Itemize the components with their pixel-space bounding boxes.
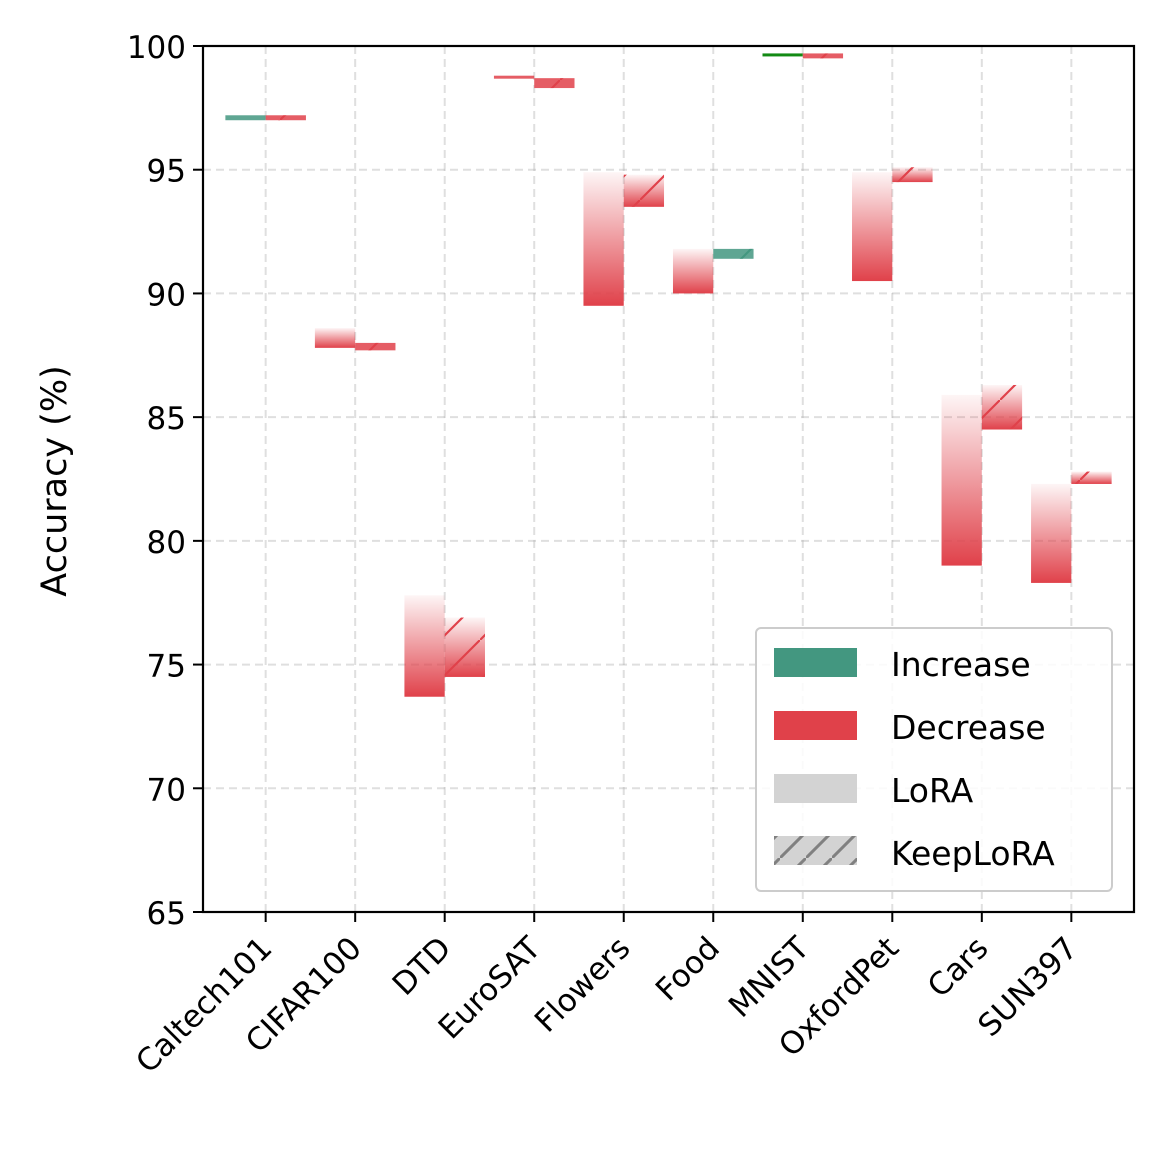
y-tick-label: 85 xyxy=(147,401,186,437)
x-tick-label-dtd: DTD xyxy=(386,930,459,1003)
y-tick-label: 75 xyxy=(147,649,186,685)
legend: Increase Decrease LoRA KeepLoRA xyxy=(755,627,1113,892)
legend-label-increase: Increase xyxy=(891,645,1031,684)
legend-swatch-decrease xyxy=(774,711,857,740)
x-tick-label-cars: Cars xyxy=(921,930,996,1005)
bar-cifar100-lora xyxy=(314,328,356,348)
x-tick-label-food: Food xyxy=(649,930,727,1008)
bar-mnist-keeplora xyxy=(802,53,844,59)
y-tick-label: 65 xyxy=(147,896,186,932)
y-axis: 65 70 75 80 85 90 95 100 xyxy=(127,30,203,932)
x-tick-label-sun397: SUN397 xyxy=(971,930,1085,1044)
bar-sun397-keeplora xyxy=(1071,471,1112,484)
bar-cars-keeplora xyxy=(981,384,1023,430)
x-tick-label-flowers: Flowers xyxy=(528,930,637,1039)
legend-swatch-lora xyxy=(774,774,857,803)
y-axis-label: Accuracy (%) xyxy=(35,365,75,596)
bar-oxfordpet-lora xyxy=(852,172,893,282)
legend-frame xyxy=(755,627,1113,892)
x-tick-label-caltech101: Caltech101 xyxy=(129,930,279,1080)
y-tick-label: 100 xyxy=(127,30,186,66)
bar-sun397-lora xyxy=(1031,483,1072,583)
bar-flowers-lora xyxy=(583,172,624,306)
legend-swatch-keeplora xyxy=(774,836,857,865)
y-tick-label: 95 xyxy=(147,154,186,190)
y-tick-label: 90 xyxy=(147,277,186,313)
bar-food-lora xyxy=(672,248,714,294)
bar-eurosat-lora xyxy=(493,75,535,79)
bar-eurosat-keeplora xyxy=(534,78,575,89)
bar-caltech101-keeplora xyxy=(265,115,306,121)
legend-label-keeplora: KeepLoRA xyxy=(891,834,1055,873)
plot-frame xyxy=(201,44,1136,914)
bar-cifar100-keeplora xyxy=(355,342,396,351)
bar-dtd-lora xyxy=(404,595,445,697)
y-tick-label: 70 xyxy=(147,772,186,808)
bars xyxy=(225,53,1112,697)
legend-label-decrease: Decrease xyxy=(891,708,1046,747)
bar-cars-lora xyxy=(941,394,982,566)
bar-flowers-keeplora xyxy=(623,174,665,207)
bar-mnist-lora xyxy=(762,53,803,57)
bar-dtd-keeplora xyxy=(444,617,485,677)
legend-label-lora: LoRA xyxy=(891,771,974,810)
y-tick-label: 80 xyxy=(147,525,186,561)
legend-swatch-increase xyxy=(774,648,857,677)
bar-caltech101-lora xyxy=(225,115,266,121)
bar-food-keeplora xyxy=(713,248,754,259)
bar-oxfordpet-keeplora xyxy=(892,167,933,183)
